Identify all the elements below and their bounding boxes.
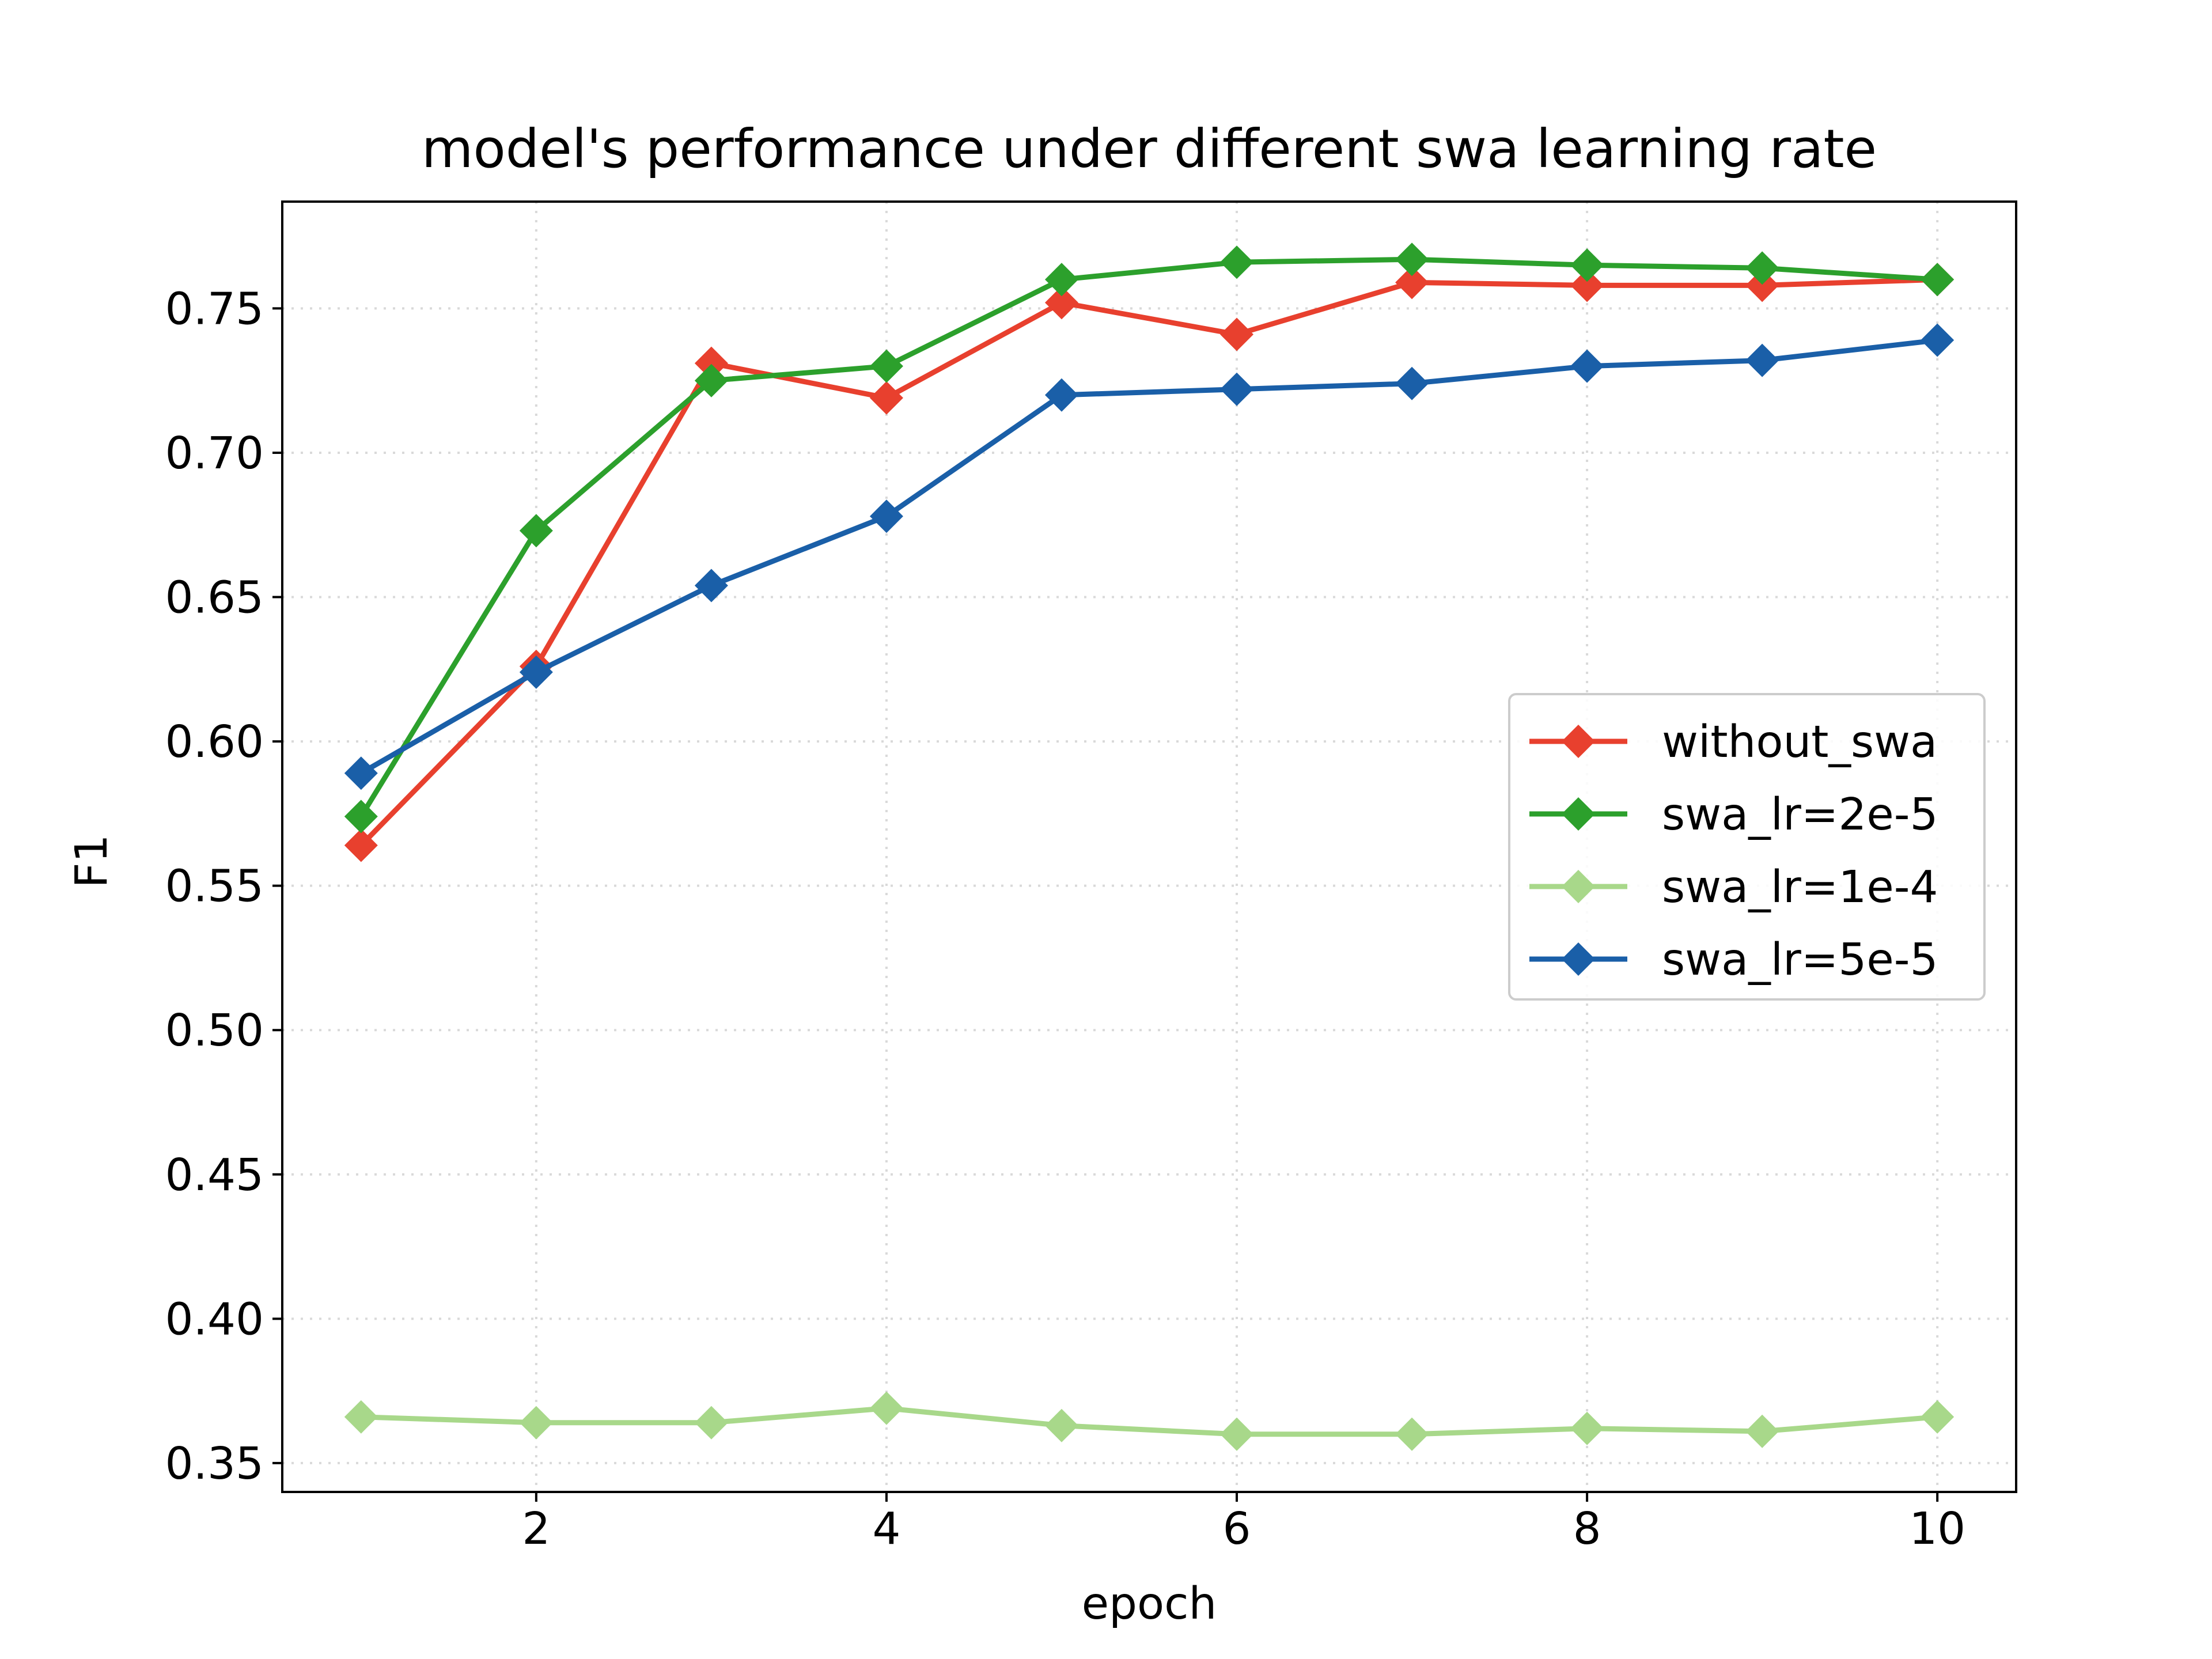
y-axis-label: F1 bbox=[66, 834, 118, 888]
data-point bbox=[344, 800, 378, 834]
data-point bbox=[869, 349, 903, 383]
data-point bbox=[1044, 1408, 1078, 1442]
data-point bbox=[344, 1400, 378, 1434]
data-point bbox=[519, 1406, 553, 1440]
data-point bbox=[344, 828, 378, 862]
legend-item: swa_lr=1e-4 bbox=[1529, 862, 1938, 913]
series-line bbox=[359, 338, 1938, 776]
x-tick-label: 6 bbox=[1223, 1503, 1251, 1555]
data-point bbox=[1044, 263, 1078, 297]
series-line bbox=[361, 1406, 1938, 1437]
y-tick-label: 0.60 bbox=[165, 717, 264, 768]
legend-item: without_swa bbox=[1529, 717, 1937, 768]
legend-swatch-marker bbox=[1562, 942, 1595, 976]
data-point bbox=[1395, 266, 1429, 300]
data-point bbox=[1921, 323, 1955, 357]
y-tick-label: 0.35 bbox=[165, 1438, 264, 1490]
legend-swatch-marker bbox=[1562, 797, 1595, 831]
data-point bbox=[694, 346, 728, 380]
data-point bbox=[1745, 251, 1779, 285]
x-tick-label: 10 bbox=[1909, 1503, 1965, 1555]
data-point bbox=[1921, 1400, 1955, 1434]
series-swa_lr=5e-5 bbox=[344, 323, 1955, 790]
x-tick-label: 4 bbox=[872, 1503, 900, 1555]
data-point bbox=[1220, 245, 1254, 279]
legend-label: without_swa bbox=[1662, 717, 1937, 768]
y-tick-label: 0.70 bbox=[165, 428, 264, 479]
x-axis-label: epoch bbox=[1082, 1578, 1217, 1630]
y-tick-label: 0.55 bbox=[165, 861, 264, 912]
legend-item: swa_lr=2e-5 bbox=[1529, 789, 1938, 840]
y-tick-label: 0.75 bbox=[165, 283, 264, 335]
data-point bbox=[1745, 1414, 1779, 1448]
data-point bbox=[1745, 343, 1779, 377]
data-point bbox=[1570, 248, 1604, 282]
data-point bbox=[694, 569, 728, 603]
series-swa_lr=2e-5 bbox=[344, 243, 1955, 834]
plot-frame bbox=[281, 200, 2017, 1493]
series-line bbox=[358, 256, 1938, 818]
legend-label: swa_lr=5e-5 bbox=[1662, 934, 1938, 986]
x-tick-label: 2 bbox=[522, 1503, 550, 1555]
y-tick-label: 0.65 bbox=[165, 573, 264, 624]
legend-swatch-marker bbox=[1562, 725, 1595, 758]
data-point bbox=[1220, 372, 1254, 406]
series-line bbox=[359, 276, 1938, 847]
data-point bbox=[1395, 366, 1429, 400]
data-point bbox=[1570, 349, 1604, 383]
axis-ticks: 2 4 6 8 10 0.35 0.40 0.45 0.50 0.55 0.60 0.65 0.70 0.… bbox=[165, 283, 1966, 1555]
data-point bbox=[869, 381, 903, 415]
series-layer bbox=[344, 243, 1955, 1451]
data-point bbox=[1570, 268, 1604, 302]
series-swa_lr=1e-4 bbox=[344, 1391, 1955, 1451]
chart-title: model's performance under different swa … bbox=[422, 118, 1877, 180]
legend-item: swa_lr=5e-5 bbox=[1529, 934, 1938, 986]
data-point bbox=[869, 499, 903, 533]
legend-label: swa_lr=1e-4 bbox=[1662, 862, 1938, 913]
data-point bbox=[1044, 286, 1078, 320]
legend-label: swa_lr=2e-5 bbox=[1662, 789, 1938, 840]
y-tick-label: 0.45 bbox=[165, 1150, 264, 1201]
data-point bbox=[1745, 268, 1779, 302]
legend-swatch-marker bbox=[1562, 870, 1595, 903]
y-tick-label: 0.40 bbox=[165, 1294, 264, 1345]
x-tick-label: 8 bbox=[1573, 1503, 1601, 1555]
data-point bbox=[519, 514, 553, 548]
data-point bbox=[1044, 378, 1078, 412]
data-point bbox=[1395, 243, 1429, 276]
data-point bbox=[694, 1406, 728, 1440]
data-point bbox=[1220, 317, 1254, 351]
y-tick-label: 0.50 bbox=[165, 1005, 264, 1056]
legend-box bbox=[1508, 693, 1986, 1001]
data-point bbox=[1395, 1417, 1429, 1451]
data-point bbox=[1220, 1417, 1254, 1451]
data-point bbox=[869, 1391, 903, 1425]
data-point bbox=[344, 756, 378, 790]
data-point bbox=[694, 363, 728, 397]
legend: without_swa swa_lr=2e-5 swa_lr=1e-4 swa_lr=… bbox=[1508, 693, 1986, 1001]
data-point bbox=[1921, 263, 1955, 297]
data-point bbox=[519, 655, 553, 689]
data-point bbox=[1570, 1411, 1604, 1445]
